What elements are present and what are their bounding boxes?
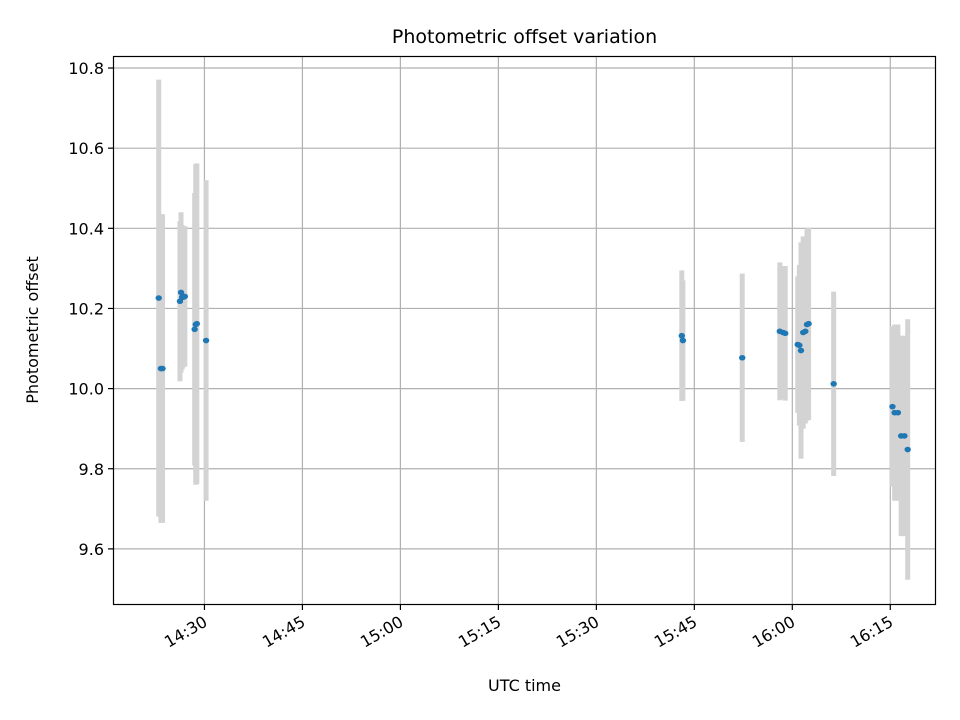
data-point [159, 365, 166, 372]
x-axis-title: UTC time [488, 676, 561, 695]
data-point [796, 342, 803, 349]
plot-frame [112, 55, 937, 606]
y-axis-title: Photometric offset [23, 256, 42, 404]
data-points [155, 289, 911, 453]
data-point [802, 328, 809, 335]
y-tick-label: 10.4 [68, 219, 104, 238]
data-point [739, 354, 746, 361]
y-tick-label: 10.8 [68, 59, 104, 78]
data-point [782, 330, 789, 337]
data-point [901, 433, 908, 439]
grid-lines [113, 56, 936, 605]
y-tick-label: 10.0 [68, 380, 104, 399]
data-point [797, 347, 805, 354]
data-point [830, 380, 837, 387]
data-point [904, 446, 911, 453]
data-point [894, 409, 902, 416]
data-point [889, 403, 896, 410]
chart-title: Photometric offset variation [392, 26, 657, 48]
data-point [679, 337, 687, 344]
data-point [191, 326, 198, 333]
y-tick-label: 10.6 [68, 139, 104, 158]
y-tick-label: 9.6 [79, 540, 104, 559]
data-point [678, 332, 686, 339]
y-axis-ticks: 9.6 9.8 10.0 10.2 10.4 10.6 10.8 [68, 59, 113, 559]
y-tick-label: 9.8 [79, 460, 104, 479]
data-point [805, 320, 812, 327]
data-point [193, 320, 201, 327]
data-point [155, 295, 162, 301]
data-point [177, 289, 185, 296]
y-tick-label: 10.2 [68, 299, 104, 318]
data-point [181, 293, 189, 300]
data-point [202, 337, 210, 344]
